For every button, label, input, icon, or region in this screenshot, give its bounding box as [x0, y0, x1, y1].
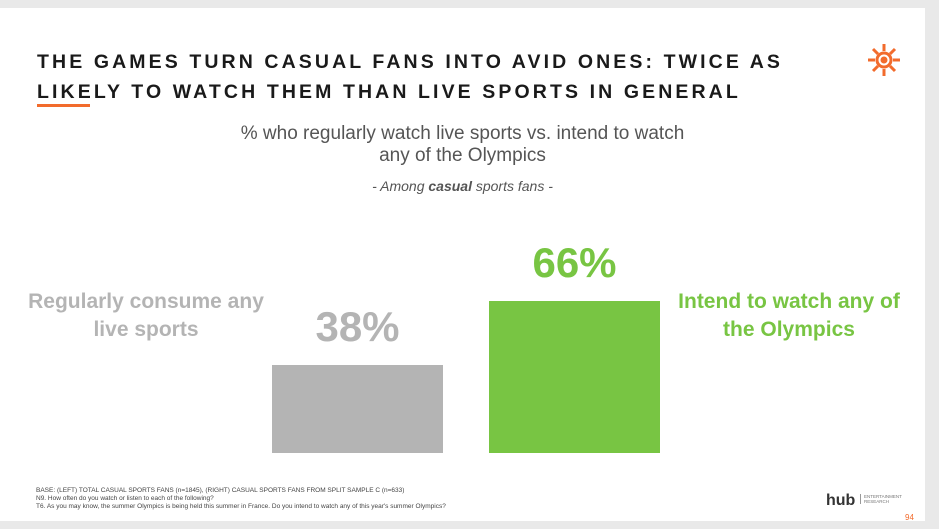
- value-label: 38%: [315, 303, 400, 351]
- subtitle-line: % who regularly watch live sports vs. in…: [240, 123, 685, 144]
- category-label: Intend to watch any of the Olympics: [678, 290, 900, 341]
- value-label: 66%: [532, 238, 617, 286]
- category-label: Regularly consume any live sports: [28, 290, 264, 341]
- title-line: LIKELY TO WATCH THEM THAN LIVE SPORTS IN…: [37, 81, 741, 103]
- footnote: BASE: (LEFT) TOTAL CASUAL SPORTS FANS (n…: [36, 487, 405, 494]
- logo-text: hub: [826, 492, 856, 509]
- page-number: 94: [905, 513, 914, 522]
- subtitle-line: any of the Olympics: [379, 145, 546, 166]
- note-text: - Among: [372, 178, 429, 194]
- footnote: T6. As you may know, the summer Olympics…: [36, 503, 446, 510]
- logo-line: ENTERTAINMENT: [864, 494, 902, 499]
- title-underline: [37, 104, 90, 107]
- bar: [272, 365, 443, 453]
- logo-subtext: ENTERTAINMENT RESEARCH: [860, 494, 902, 504]
- title-line: THE GAMES TURN CASUAL FANS INTO AVID ONE…: [37, 51, 784, 73]
- logo-icon: [868, 44, 900, 76]
- note-text: sports fans -: [471, 178, 553, 194]
- bar: [489, 300, 660, 453]
- slide: THE GAMES TURN CASUAL FANS INTO AVID ONE…: [0, 8, 925, 522]
- note-emphasis: casual: [428, 178, 472, 194]
- subtitle-note: - Among casual sports fans -: [0, 178, 925, 194]
- footnote: N9. How often do you watch or listen to …: [36, 495, 214, 502]
- logo-line: RESEARCH: [864, 499, 890, 504]
